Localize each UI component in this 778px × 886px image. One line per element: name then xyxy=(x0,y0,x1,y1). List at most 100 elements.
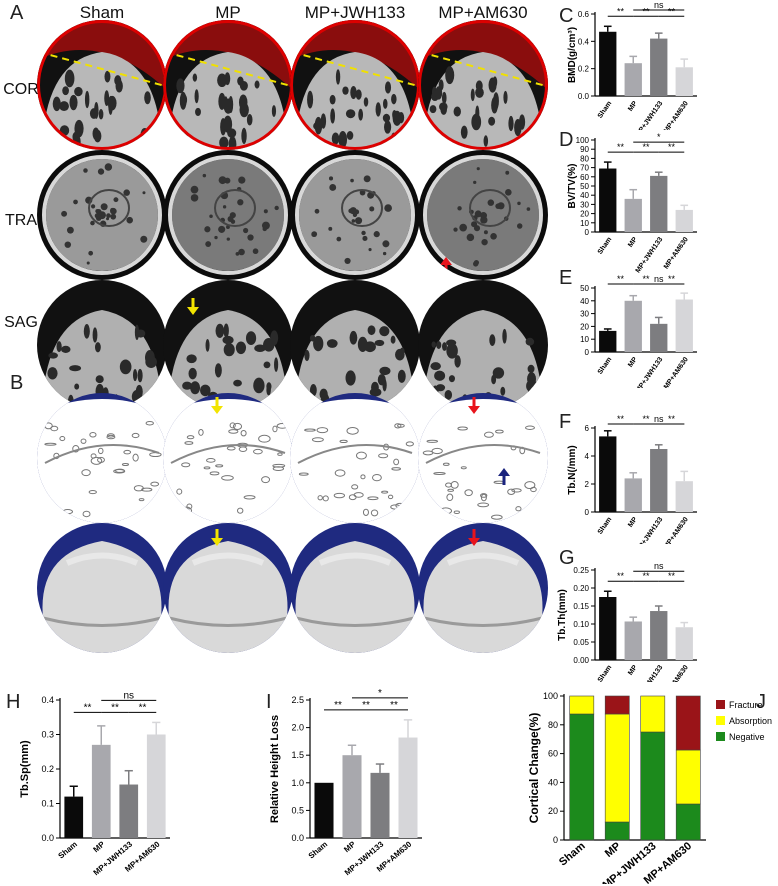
significance-label: ** xyxy=(617,6,625,16)
y-tick-label: 40 xyxy=(548,777,558,787)
y-tick-label: 80 xyxy=(548,720,558,730)
surf3d-image-1 xyxy=(163,523,293,653)
bar xyxy=(675,299,693,352)
cor-image-0 xyxy=(37,20,167,150)
x-tick-label: MP xyxy=(627,356,639,369)
y-tick-label: 90 xyxy=(580,145,589,154)
y-tick-label: 0.15 xyxy=(573,602,589,611)
y-tick-label: 2.0 xyxy=(291,723,304,733)
bar-absorption xyxy=(640,695,666,733)
y-tick-label: 0 xyxy=(585,508,590,517)
panel-letter-a: A xyxy=(10,2,24,24)
y-tick-label: 70 xyxy=(580,164,589,173)
chart-h-tbsp: H0.00.10.20.30.4Tb.Sp(mm)Sham MPMP+JWH133… xyxy=(6,690,170,877)
sag-image-2 xyxy=(290,280,420,410)
bar xyxy=(675,67,693,96)
y-axis-label: BMD(g/cm³) xyxy=(567,27,578,83)
y-tick-label: 0.0 xyxy=(41,833,54,843)
bar-fracture xyxy=(604,695,630,715)
bar xyxy=(624,478,642,512)
y-tick-label: 0.2 xyxy=(41,764,54,774)
y-tick-label: 0 xyxy=(585,228,590,237)
significance-label: ns xyxy=(654,561,664,571)
column-heading-mp: MP xyxy=(215,3,241,22)
y-tick-label: 0.3 xyxy=(41,730,54,740)
significance-label: ** xyxy=(642,274,650,284)
bar xyxy=(650,611,668,660)
x-tick-label: MP+AM630 xyxy=(663,664,690,682)
red-arrow-icon xyxy=(468,397,480,414)
significance-label: ** xyxy=(668,6,676,16)
legend-swatch xyxy=(716,732,725,741)
x-tick-label: Sham xyxy=(597,664,614,682)
chart-g-tbth: G 0.00 0.05 0.10 0.15 0.20 0.25 Tb.Th(mm) Sham MP… xyxy=(557,547,697,682)
bar xyxy=(64,796,84,838)
trab3d-image-0 xyxy=(37,393,167,523)
significance-label: ns xyxy=(654,414,664,424)
column-heading-mp-am630: MP+AM630 xyxy=(438,3,528,22)
x-tick-label: MP xyxy=(603,840,623,860)
sag-image-0 xyxy=(37,280,167,410)
bar xyxy=(675,481,693,512)
bar xyxy=(650,449,668,512)
significance-label: ** xyxy=(642,142,650,152)
y-tick-label: 80 xyxy=(580,154,589,163)
y-tick-label: 40 xyxy=(580,297,589,306)
surf3d-image-3 xyxy=(418,523,548,653)
tra-image-2 xyxy=(290,150,420,280)
y-tick-label: 4 xyxy=(585,452,590,461)
y-tick-label: 0.05 xyxy=(573,638,589,647)
tra-image-1 xyxy=(163,150,293,280)
yellow-arrow-icon xyxy=(187,298,199,315)
row-label-tra: TRA xyxy=(5,212,37,229)
chart-i-height-loss: I 0.0 0.5 1.0 1.5 2.0 2.5 Relative Height Loss S… xyxy=(266,688,422,877)
significance-label: ** xyxy=(362,700,370,711)
y-axis-label: Cortical Change(%) xyxy=(527,713,541,824)
legend-label: Absorption xyxy=(729,716,772,726)
bar xyxy=(599,436,617,512)
significance-label: ** xyxy=(139,702,147,713)
bar xyxy=(624,300,642,352)
bar-absorption xyxy=(604,713,630,823)
significance-label: ** xyxy=(668,142,676,152)
significance-label: ** xyxy=(334,700,342,711)
y-tick-label: 10 xyxy=(580,335,589,344)
x-tick-label: MP+AM630 xyxy=(663,516,690,544)
y-tick-label: 20 xyxy=(580,322,589,331)
y-tick-label: 10 xyxy=(580,219,589,228)
surf3d-image-0 xyxy=(37,523,167,653)
surf3d-image-2 xyxy=(290,523,420,653)
x-tick-label: MP xyxy=(342,839,357,854)
row-label-cor: COR xyxy=(3,81,39,98)
panel-letter: D xyxy=(559,129,573,151)
legend-label: Negative xyxy=(729,732,765,742)
y-tick-label: 2 xyxy=(585,480,590,489)
significance-label: ** xyxy=(668,274,676,284)
x-tick-label: Sham xyxy=(597,100,614,120)
x-tick-label: MP xyxy=(627,236,639,249)
y-tick-label: 0.6 xyxy=(578,10,590,19)
bar xyxy=(91,744,111,838)
y-tick-label: 0.2 xyxy=(578,65,590,74)
significance-label: ** xyxy=(617,142,625,152)
bar xyxy=(314,782,334,838)
bar xyxy=(675,627,693,660)
sag-image-1 xyxy=(163,280,293,410)
bar xyxy=(370,772,390,838)
y-tick-label: 20 xyxy=(548,806,558,816)
trab3d-image-1 xyxy=(163,393,293,523)
bar xyxy=(342,755,362,838)
y-tick-label: 0 xyxy=(585,348,590,357)
x-tick-label: Sham xyxy=(597,236,614,256)
tra-image-0 xyxy=(37,150,167,280)
y-tick-label: 20 xyxy=(580,210,589,219)
panel-letter: F xyxy=(559,411,571,433)
y-tick-label: 0.0 xyxy=(578,92,590,101)
significance-label: ** xyxy=(642,414,650,424)
significance-label: ** xyxy=(390,700,398,711)
yellow-arrow-icon xyxy=(211,529,223,546)
y-tick-label: 0.4 xyxy=(41,695,54,705)
